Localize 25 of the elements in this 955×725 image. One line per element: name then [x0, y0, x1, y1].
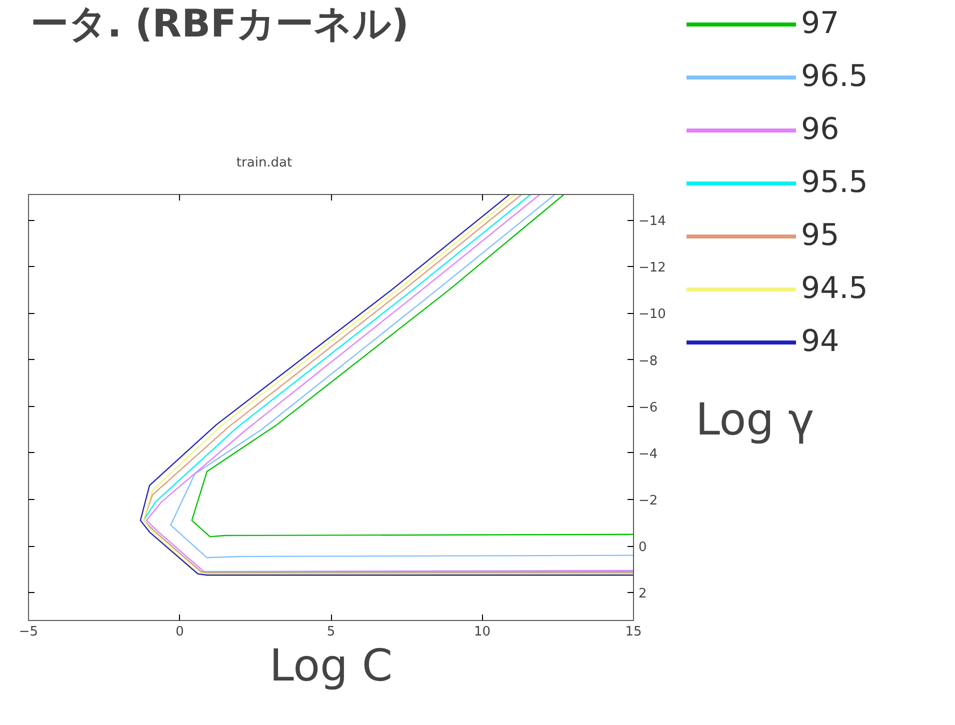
y-tick-label: −8 — [638, 354, 658, 369]
legend-label: 94.5 — [801, 271, 868, 306]
x-tick-label: −5 — [18, 624, 38, 640]
y-tick-label: 2 — [638, 586, 647, 602]
y-tick-label: −2 — [638, 493, 658, 508]
y-axis-title: Log γ — [696, 394, 814, 446]
y-tick-label: −4 — [638, 446, 658, 462]
y-tick-label: 0 — [638, 540, 647, 556]
y-tick-label: −6 — [638, 400, 658, 416]
y-tick-label: −10 — [638, 307, 666, 322]
legend-label: 95 — [801, 218, 840, 253]
chart-subtitle: train.dat — [236, 156, 292, 170]
y-tick-label: −12 — [638, 260, 666, 276]
x-tick-label: 10 — [474, 624, 491, 640]
legend-label: 96 — [801, 112, 840, 147]
x-tick-label: 0 — [176, 624, 184, 640]
x-axis-title: Log C — [269, 640, 393, 692]
legend-label: 97 — [801, 6, 840, 41]
x-tick-label: 5 — [326, 624, 336, 640]
legend-label: 94 — [801, 324, 840, 359]
legend-label: 95.5 — [801, 165, 868, 200]
chart-title: ータ. (RBFカーネル) — [30, 2, 409, 46]
legend-label: 96.5 — [801, 59, 868, 94]
x-tick-label: 15 — [625, 624, 642, 640]
y-tick-label: −14 — [638, 214, 666, 230]
